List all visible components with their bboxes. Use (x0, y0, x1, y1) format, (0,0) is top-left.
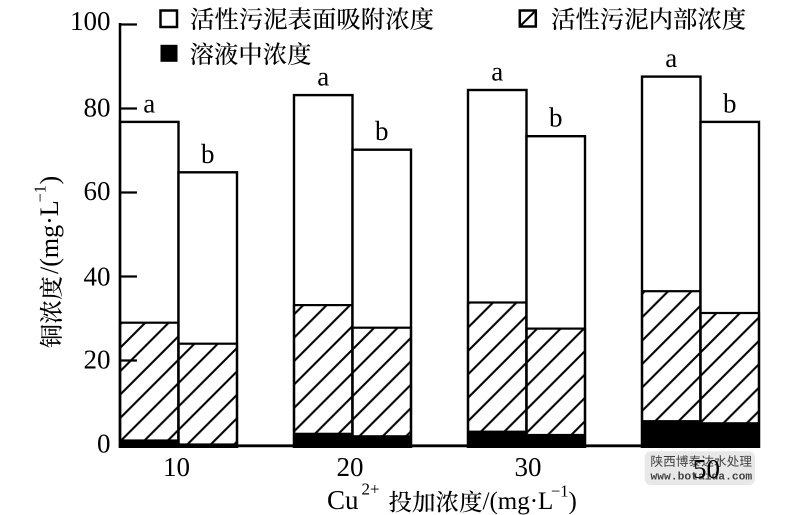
svg-text:0: 0 (97, 429, 111, 459)
svg-text:Cu: Cu (327, 485, 359, 515)
svg-text:b: b (723, 88, 737, 118)
svg-text:20: 20 (337, 452, 364, 482)
svg-text:60: 60 (84, 176, 111, 206)
svg-text:a: a (317, 62, 329, 92)
svg-text:2+: 2+ (362, 480, 380, 499)
svg-text:a: a (143, 88, 155, 118)
svg-text:30: 30 (515, 452, 542, 482)
svg-text:b: b (375, 116, 389, 146)
svg-text:50: 50 (693, 454, 720, 484)
svg-text:80: 80 (84, 93, 111, 123)
svg-text:20: 20 (84, 345, 111, 375)
svg-text:b: b (201, 139, 215, 169)
svg-text:): ) (35, 176, 64, 185)
svg-text:): ) (569, 488, 577, 515)
svg-text:40: 40 (84, 262, 111, 292)
svg-text:/(mg·L: /(mg·L (483, 488, 554, 515)
svg-text:a: a (665, 43, 677, 73)
svg-text:a: a (491, 57, 503, 87)
svg-text:−1: −1 (551, 482, 569, 501)
svg-text:www.botaida.com: www.botaida.com (651, 471, 753, 483)
svg-text:−1: −1 (31, 185, 50, 203)
svg-text:100: 100 (70, 6, 111, 36)
svg-text:10: 10 (163, 452, 190, 482)
svg-text:/(mg·L: /(mg·L (35, 200, 64, 274)
svg-text:b: b (549, 103, 563, 133)
